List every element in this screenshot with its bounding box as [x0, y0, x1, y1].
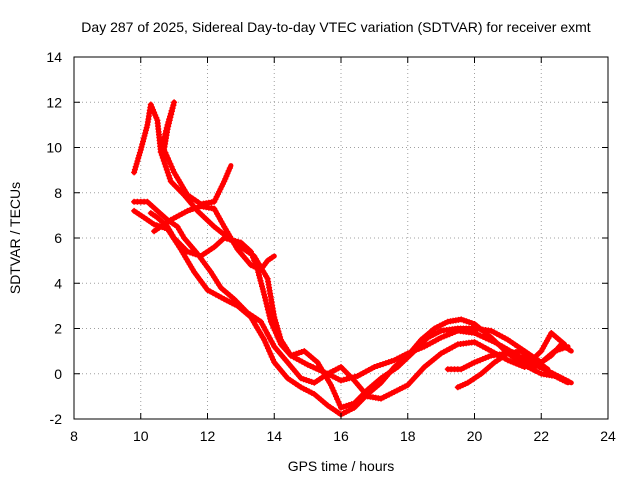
- x-tick-label: 8: [70, 428, 78, 444]
- x-tick-label: 22: [533, 428, 549, 444]
- y-tick-label: 10: [46, 140, 62, 156]
- y-tick-label: 4: [54, 275, 62, 291]
- x-tick-label: 14: [266, 428, 282, 444]
- y-tick-label: 0: [54, 366, 62, 382]
- y-tick-label: 2: [54, 321, 62, 337]
- x-tick-label: 10: [133, 428, 149, 444]
- y-tick-label: 6: [54, 230, 62, 246]
- vtec-chart: Day 287 of 2025, Sidereal Day-to-day VTE…: [0, 0, 640, 480]
- y-tick-label: 14: [46, 49, 62, 65]
- y-tick-label: -2: [50, 411, 63, 427]
- y-axis-title: SDTVAR / TECUs: [7, 182, 23, 294]
- x-axis-title: GPS time / hours: [288, 458, 395, 474]
- x-tick-label: 16: [333, 428, 349, 444]
- x-tick-label: 24: [600, 428, 616, 444]
- x-tick-label: 20: [467, 428, 483, 444]
- y-tick-label: 8: [54, 185, 62, 201]
- x-tick-label: 18: [400, 428, 416, 444]
- chart-title: Day 287 of 2025, Sidereal Day-to-day VTE…: [81, 19, 590, 35]
- y-tick-label: 12: [46, 94, 62, 110]
- x-tick-label: 12: [200, 428, 216, 444]
- chart-background: [0, 0, 640, 480]
